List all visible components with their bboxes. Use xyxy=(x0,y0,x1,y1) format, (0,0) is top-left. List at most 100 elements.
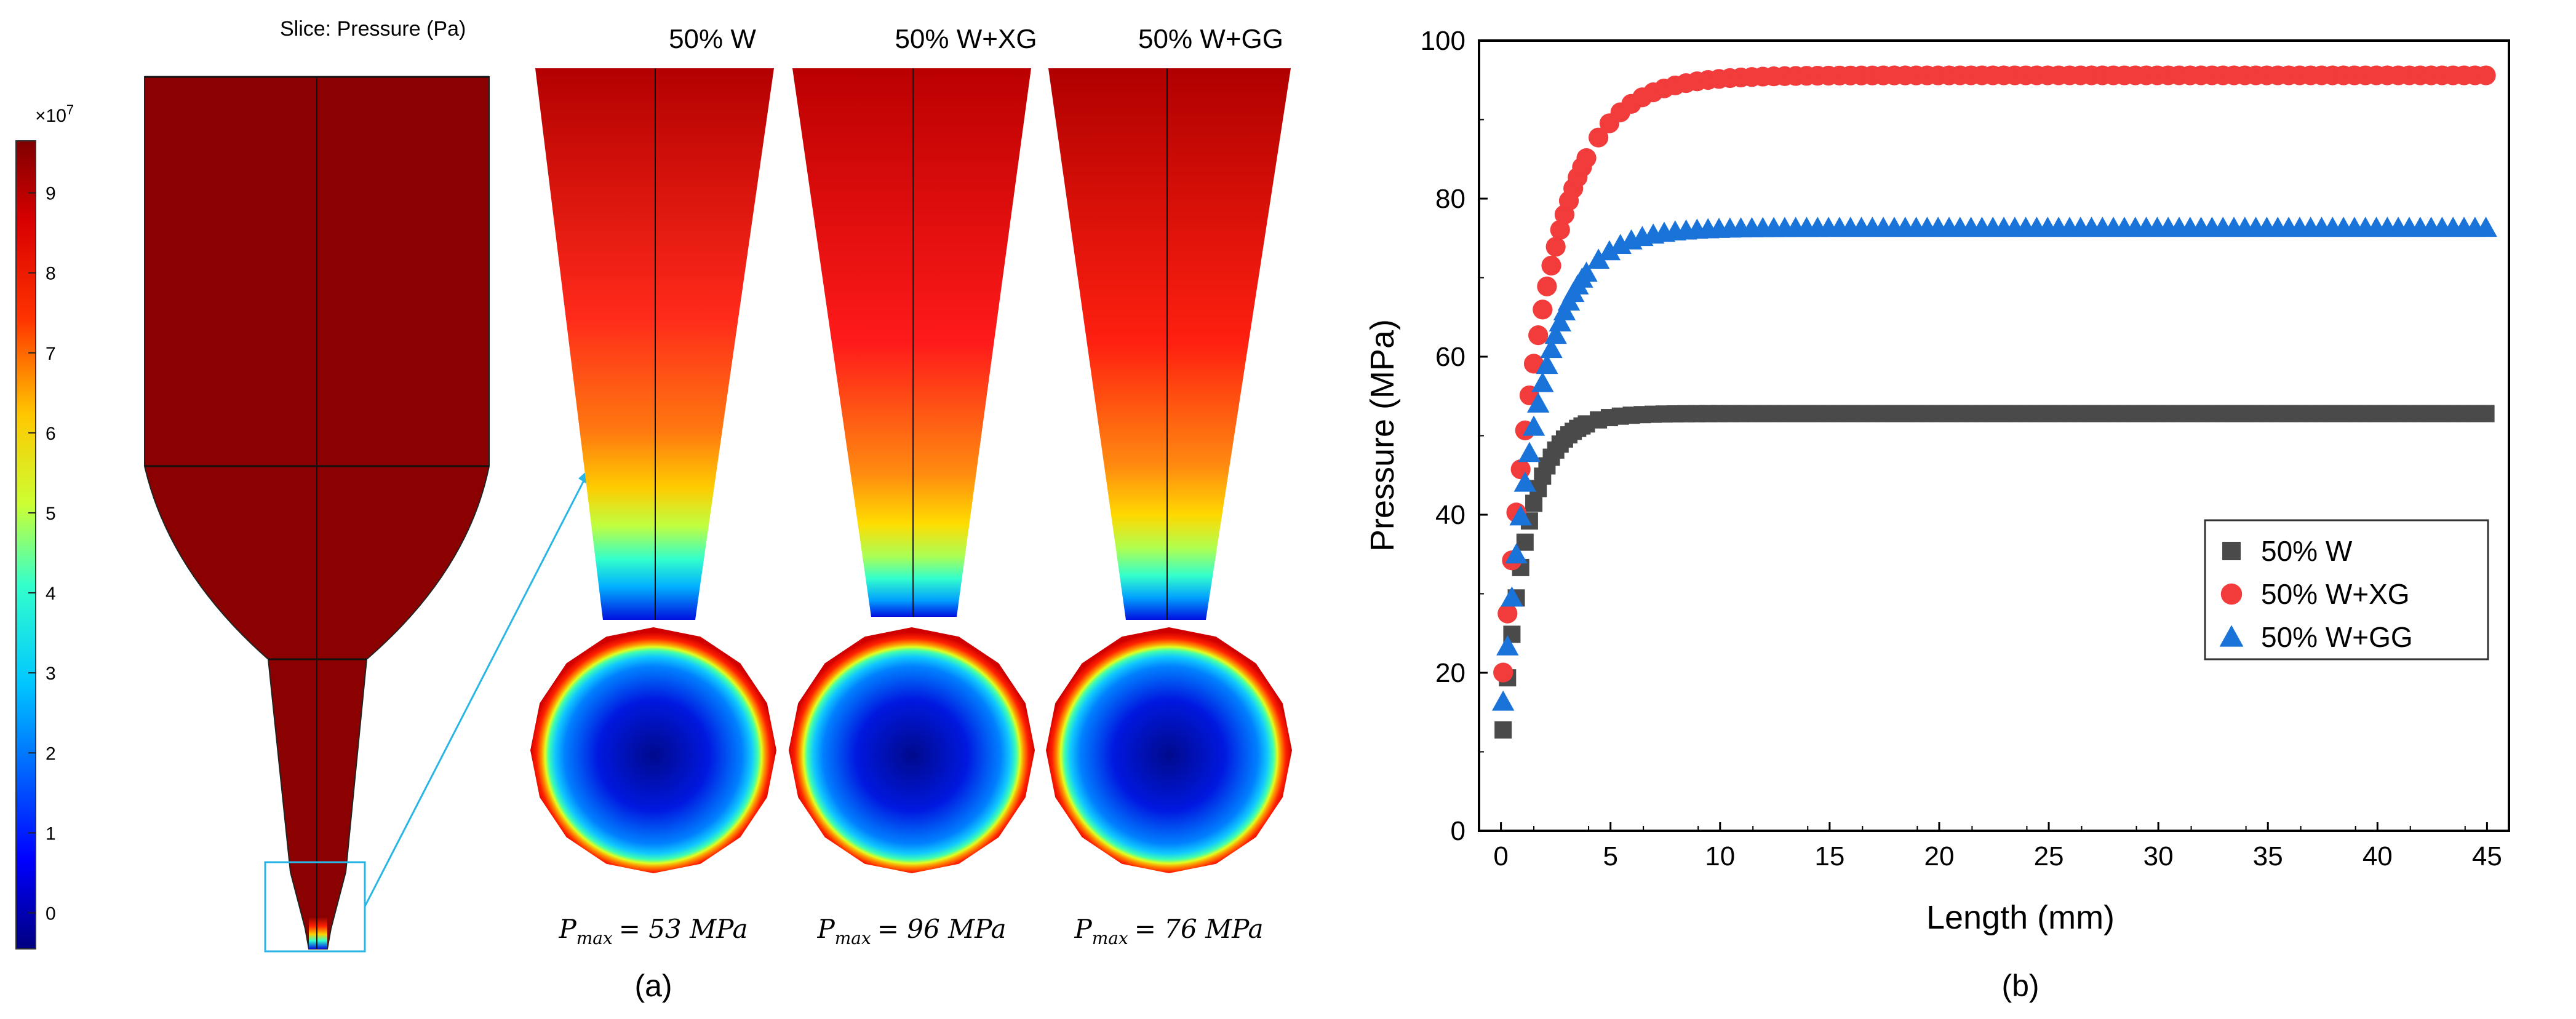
colorbar-multiplier: ×107 xyxy=(35,102,74,126)
caption-b: (b) xyxy=(2001,969,2039,1003)
panel-a: Slice: Pressure (Pa) ×107 9 8 7 6 5 4 3 2 1 0 xyxy=(15,17,1292,1003)
data-point xyxy=(2476,65,2496,85)
legend-marker xyxy=(2222,542,2241,560)
column-label-w-xg: 50% W+XG xyxy=(895,24,1037,54)
data-point xyxy=(1544,323,1567,344)
column-label-w: 50% W xyxy=(669,24,756,54)
y-tick-label: 100 xyxy=(1421,26,1465,56)
cross-section-w-gg xyxy=(1046,627,1292,873)
cross-section-w xyxy=(530,627,776,873)
data-point xyxy=(1575,261,1598,282)
colorbar-tick-label: 2 xyxy=(46,743,56,764)
data-point xyxy=(1587,248,1610,269)
colorbar-tick-label: 4 xyxy=(46,584,56,604)
data-point xyxy=(1494,721,1512,739)
colorbar-tick-label: 5 xyxy=(46,504,56,524)
colorbar-tick-label: 9 xyxy=(46,184,56,204)
chart-legend: 50% W 50% W+XG 50% W+GG xyxy=(2204,519,2489,660)
zoom-box xyxy=(264,861,366,953)
data-point xyxy=(1531,371,1554,392)
x-tick-label: 40 xyxy=(2363,841,2393,871)
x-tick-label: 0 xyxy=(1493,841,1508,871)
data-point xyxy=(2477,405,2495,422)
y-axis-label: Pressure (MPa) xyxy=(1364,319,1401,552)
x-tick-label: 45 xyxy=(2472,841,2502,871)
data-point xyxy=(1528,325,1549,346)
data-point xyxy=(1497,603,1518,624)
data-point xyxy=(1540,338,1563,359)
pmax-label-w-gg: Pmax = 76 MPa xyxy=(1074,914,1263,948)
plot-frame xyxy=(1478,39,2510,832)
data-point xyxy=(1541,255,1561,276)
x-tick-label: 20 xyxy=(1924,841,1954,871)
pmax-label-w: Pmax = 53 MPa xyxy=(558,914,748,948)
x-tick-label: 15 xyxy=(1814,841,1844,871)
colorbar-gradient xyxy=(15,140,36,950)
series-50-w-xg xyxy=(1493,65,2496,683)
caption-a: (a) xyxy=(634,969,672,1003)
colorbar-tick-label: 8 xyxy=(46,264,56,284)
data-point xyxy=(1589,127,1609,148)
data-point xyxy=(1533,299,1553,320)
x-tick-label: 10 xyxy=(1705,841,1735,871)
nozzle-cone-w-xg xyxy=(792,68,1031,617)
data-point xyxy=(1496,635,1519,656)
data-point xyxy=(1525,494,1543,512)
chart-marks xyxy=(1491,65,2497,739)
data-point xyxy=(1536,354,1558,375)
data-point xyxy=(1493,662,1513,683)
y-tick-label: 20 xyxy=(1435,658,1465,688)
cross-section-w-xg xyxy=(789,627,1035,873)
y-tick-label: 0 xyxy=(1451,816,1465,846)
series-50-w xyxy=(1494,405,2495,739)
data-point xyxy=(1509,505,1532,526)
legend-label: 50% W xyxy=(2261,535,2353,567)
slice-title: Slice: Pressure (Pa) xyxy=(280,17,466,41)
data-point xyxy=(1518,442,1541,462)
cross-sections xyxy=(530,627,1292,873)
data-point xyxy=(1522,415,1545,436)
colorbar-tick-label: 3 xyxy=(46,664,56,684)
data-point xyxy=(1576,148,1597,169)
colorbar-tick-label: 0 xyxy=(46,903,56,924)
column-label-w-gg: 50% W+GG xyxy=(1138,24,1283,54)
nozzle-cone-w xyxy=(535,68,774,620)
colorbar: ×107 9 8 7 6 5 4 3 2 1 0 xyxy=(15,102,74,950)
zoom-connector xyxy=(364,467,592,907)
panel-b: 0 5 10 15 20 25 30 35 40 45 0 20 40 60 80 100 Length (m… xyxy=(1364,26,2510,1003)
chart-axes: 0 5 10 15 20 25 30 35 40 45 0 20 40 60 80 100 xyxy=(1421,26,2502,871)
data-point xyxy=(1598,240,1621,261)
colorbar-tick-label: 6 xyxy=(46,424,56,444)
nozzle-cone-w-gg xyxy=(1048,68,1291,620)
y-tick-label: 40 xyxy=(1435,500,1465,530)
data-point xyxy=(1501,586,1523,607)
data-point xyxy=(1545,237,1566,257)
data-point xyxy=(1526,392,1550,413)
data-point xyxy=(1505,543,1528,564)
colorbar-tick-label: 1 xyxy=(46,823,56,844)
data-point xyxy=(1491,690,1515,711)
x-tick-label: 35 xyxy=(2253,841,2283,871)
legend-marker xyxy=(2219,625,2244,647)
y-tick-label: 60 xyxy=(1435,342,1465,372)
nozzle-tip xyxy=(309,916,327,949)
y-tick-label: 80 xyxy=(1435,184,1465,214)
data-point xyxy=(1513,471,1536,492)
legend-label: 50% W+XG xyxy=(2261,578,2410,610)
legend-marker xyxy=(2220,583,2243,605)
pmax-label-w-xg: Pmax = 96 MPa xyxy=(816,914,1006,948)
series-50-w-gg xyxy=(1491,216,2497,711)
legend-box xyxy=(2204,519,2489,660)
x-tick-label: 25 xyxy=(2034,841,2064,871)
extruder-body xyxy=(144,76,592,953)
data-point xyxy=(1550,220,1570,240)
data-point xyxy=(1549,311,1571,331)
legend-label: 50% W+GG xyxy=(2261,621,2413,653)
x-axis-label: Length (mm) xyxy=(1926,899,2115,936)
data-point xyxy=(1516,533,1534,551)
x-tick-label: 5 xyxy=(1603,841,1617,871)
colorbar-tick-label: 7 xyxy=(46,344,56,364)
colorbar-ticks: 9 8 7 6 5 4 3 2 1 0 xyxy=(28,184,56,924)
x-tick-label: 30 xyxy=(2143,841,2174,871)
